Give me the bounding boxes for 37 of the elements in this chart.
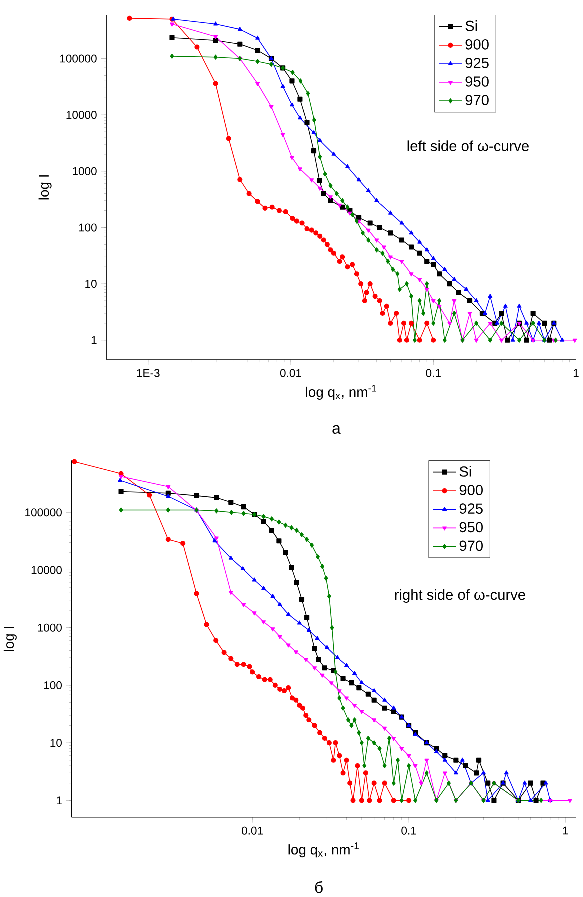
y-tick-label: 100000 — [26, 508, 62, 517]
legend-label: Si — [460, 466, 472, 477]
text: а — [332, 425, 341, 434]
text: б — [315, 881, 323, 894]
x-tick-label: 1E-3 — [137, 369, 160, 378]
legend-label: Si — [466, 20, 478, 32]
y-tick-label: 100 — [79, 224, 97, 232]
legend-label: 970 — [466, 95, 489, 106]
legend-label: 900 — [466, 39, 489, 50]
y-tick-label: 10000 — [32, 566, 62, 574]
y-axis-title: log I — [38, 176, 52, 200]
legend-label: 925 — [460, 504, 483, 514]
x-tick-label: 1 — [563, 826, 568, 835]
x-tick-label: 0.01 — [280, 369, 302, 378]
y-axis-title: log I — [4, 627, 17, 652]
y-tick-label: 100000 — [60, 54, 97, 63]
x-axis-title: log q$_{x}$, nm$^{-1}$ — [288, 842, 359, 858]
y-tick-label: 1 — [92, 336, 97, 344]
legend-label: 950 — [466, 76, 489, 87]
x-tick-label: 0.1 — [402, 826, 416, 835]
y-tick-label: 10000 — [66, 111, 97, 120]
legend-label: 900 — [460, 485, 483, 496]
x-tick-label: 0.01 — [242, 826, 263, 835]
x-axis-title: log q$_{x}$, nm$^{-1}$ — [306, 385, 376, 400]
y-tick-label: 10 — [50, 739, 62, 748]
x-tick-label: 0.1 — [426, 369, 441, 378]
y-tick-label: 1 — [56, 796, 62, 805]
y-tick-label: 100 — [44, 681, 62, 690]
x-tick-label: 1 — [574, 369, 579, 378]
legend-label: 950 — [460, 522, 483, 533]
y-tick-label: 1000 — [38, 624, 62, 632]
y-tick-label: 1000 — [72, 167, 97, 176]
annotation: right side of ω-curve — [395, 589, 526, 604]
legend-label: 970 — [460, 540, 483, 552]
legend-label: 925 — [466, 58, 489, 68]
annotation: left side of ω-curve — [408, 140, 529, 152]
y-tick-label: 10 — [86, 280, 97, 288]
